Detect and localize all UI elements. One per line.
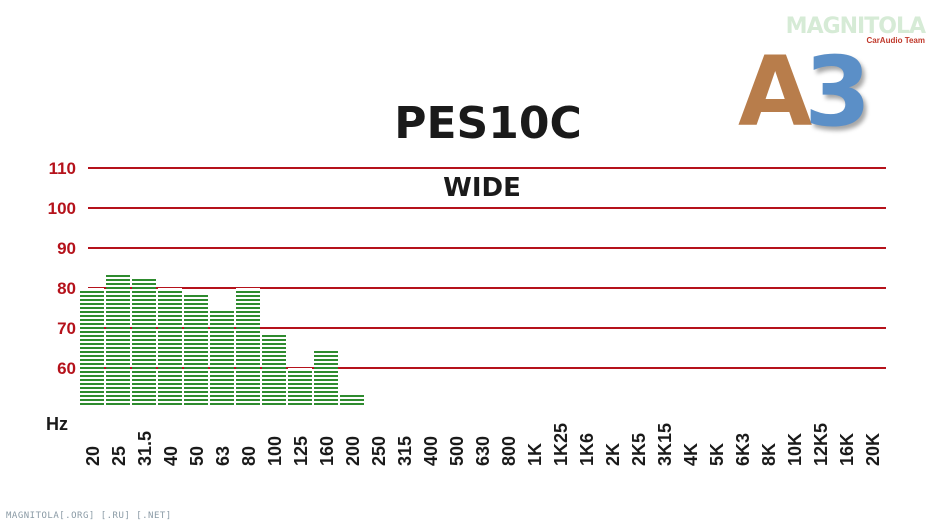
x-tick-label: 160 <box>317 436 337 466</box>
gridlines <box>88 167 886 369</box>
x-tick-label: 800 <box>499 436 519 466</box>
y-tick-label: 110 <box>49 159 76 178</box>
x-tick-label: 125 <box>291 436 311 466</box>
x-tick-label: 3K15 <box>655 423 675 466</box>
brand-name: MAGNITOLA <box>785 14 926 39</box>
brand-subtitle: CarAudio Team <box>866 36 925 45</box>
bar <box>314 348 338 405</box>
bar <box>106 272 130 405</box>
y-tick-label: 80 <box>57 279 76 298</box>
bar <box>210 308 234 405</box>
x-tick-label: 50 <box>187 446 207 466</box>
x-tick-label: 16K <box>837 433 857 466</box>
bar <box>236 288 260 405</box>
bar <box>80 288 104 405</box>
bar <box>132 276 156 405</box>
x-tick-label: 200 <box>343 436 363 466</box>
y-tick-label: 60 <box>57 359 76 378</box>
a3-badge: A3 <box>738 44 871 140</box>
x-tick-label: 500 <box>447 436 467 466</box>
bar <box>262 332 286 405</box>
x-tick-label: 80 <box>239 446 259 466</box>
x-tick-label: 630 <box>473 436 493 466</box>
x-tick-label: 4K <box>681 443 701 466</box>
x-tick-label: 6K3 <box>733 433 753 466</box>
y-tick-label: 90 <box>57 239 76 258</box>
bar <box>184 292 208 405</box>
x-tick-label: 315 <box>395 436 415 466</box>
x-tick-label: 10K <box>785 433 805 466</box>
chart-title: PES10C <box>394 98 582 149</box>
x-tick-label: 40 <box>161 446 181 466</box>
x-tick-label: 5K <box>707 443 727 466</box>
x-tick-label: 250 <box>369 436 389 466</box>
a3-badge-letter: A <box>738 36 812 148</box>
x-tick-label: 2K <box>603 443 623 466</box>
x-tick-label: 63 <box>213 446 233 466</box>
y-axis-ticks: 60 70 80 90 100 110 <box>48 159 76 378</box>
x-tick-label: 25 <box>109 446 129 466</box>
bar <box>340 392 364 405</box>
x-tick-label: 31.5 <box>135 431 155 466</box>
x-tick-label: 2K5 <box>629 433 649 466</box>
y-tick-label: 70 <box>57 319 76 338</box>
x-tick-label: 20K <box>863 433 883 466</box>
x-tick-label: 8K <box>759 443 779 466</box>
bar <box>158 288 182 405</box>
brand-logo: MAGNITOLA CarAudio Team <box>785 14 926 46</box>
x-tick-label: 1K <box>525 443 545 466</box>
chart-subtitle: WIDE <box>443 173 521 203</box>
x-axis-label: Hz <box>46 414 68 434</box>
x-tick-label: 1K6 <box>577 433 597 466</box>
y-tick-label: 100 <box>48 199 76 218</box>
x-tick-label: 20 <box>83 446 103 466</box>
x-tick-label: 400 <box>421 436 441 466</box>
x-tick-label: 1K25 <box>551 423 571 466</box>
bar <box>288 368 312 405</box>
x-tick-label: 100 <box>265 436 285 466</box>
bars <box>80 272 364 405</box>
x-axis-ticks: 20 25 31.5 40 50 63 80 100 125 160 200 250 315 400 500… <box>83 423 883 466</box>
a3-badge-number: 3 <box>804 36 871 148</box>
x-tick-label: 12K5 <box>811 423 831 466</box>
footer-url: MAGNITOLA[.ORG] [.RU] [.NET] <box>6 511 172 521</box>
